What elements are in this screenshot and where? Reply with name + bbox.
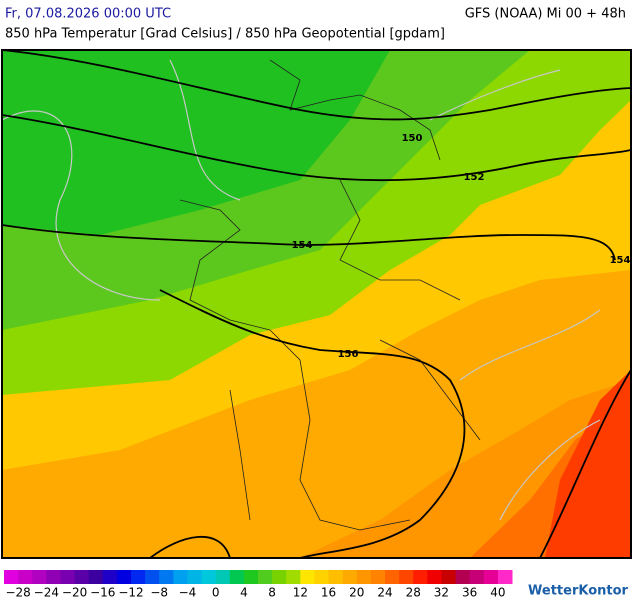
contour-label: 154 — [292, 240, 313, 251]
contour-label: 152 — [464, 172, 485, 183]
colorbar-label: 16 — [321, 586, 336, 600]
colorbar-swatch — [258, 570, 273, 584]
colorbar-label: 40 — [490, 586, 505, 600]
colorbar-label: 32 — [434, 586, 449, 600]
colorbar-label: 20 — [349, 586, 364, 600]
colorbar-swatch — [74, 570, 90, 584]
logo: WetterKontor — [528, 584, 629, 599]
map-frame — [1, 49, 632, 559]
colorbar-swatch — [46, 570, 61, 584]
colorbar-swatch — [399, 570, 414, 584]
colorbar-label: 0 — [212, 586, 220, 600]
colorbar-swatch — [441, 570, 457, 584]
datetime: Fr, 07.08.2026 00:00 UTC — [5, 7, 171, 22]
colorbar-swatch — [385, 570, 400, 584]
colorbar-swatch — [145, 570, 160, 584]
colorbar-swatch — [102, 570, 118, 584]
colorbar-swatch — [497, 570, 513, 584]
colorbar-label: 36 — [462, 586, 477, 600]
colorbar-swatch — [356, 570, 372, 584]
colorbar-label: 12 — [293, 586, 308, 600]
colorbar-swatch — [229, 570, 245, 584]
colorbar-swatch — [4, 570, 19, 584]
colorbar-swatch — [328, 570, 344, 584]
contour-label: 154 — [610, 255, 631, 266]
subtitle: 850 hPa Temperatur [Grad Celsius] / 850 … — [5, 27, 445, 42]
colorbar-swatch — [131, 570, 146, 584]
colorbar-swatch — [215, 570, 231, 584]
colorbar-label: −16 — [90, 586, 115, 600]
colorbar-swatch — [159, 570, 174, 584]
colorbar-swatch — [116, 570, 132, 584]
model-run: GFS (NOAA) Mi 00 + 48h — [465, 7, 626, 22]
colorbar-swatch — [455, 570, 471, 584]
colorbar-swatch — [187, 570, 203, 584]
colorbar-swatch — [300, 570, 315, 584]
colorbar-swatch — [60, 570, 76, 584]
colorbar-label: −20 — [62, 586, 87, 600]
colorbar-label: −24 — [34, 586, 59, 600]
colorbar-label: 28 — [406, 586, 421, 600]
contour-label: 156 — [338, 349, 359, 360]
colorbar-swatch — [32, 570, 47, 584]
colorbar-swatch — [483, 570, 499, 584]
colorbar-swatch — [370, 570, 386, 584]
colorbar-swatch — [342, 570, 358, 584]
colorbar-label: −4 — [179, 586, 197, 600]
colorbar-label: 24 — [377, 586, 392, 600]
colorbar-swatch — [427, 570, 442, 584]
map: 150 152 154 154 156 — [2, 50, 631, 558]
colorbar-swatch — [314, 570, 330, 584]
contour-label: 150 — [402, 133, 423, 144]
colorbar-swatch — [286, 570, 301, 584]
colorbar-label: 8 — [268, 586, 276, 600]
colorbar-swatch — [88, 570, 104, 584]
colorbar-swatch — [413, 570, 428, 584]
colorbar-swatch — [469, 570, 485, 584]
colorbar-swatch — [201, 570, 217, 584]
colorbar-label: 4 — [240, 586, 248, 600]
colorbar-swatch — [18, 570, 33, 584]
colorbar-label: −8 — [150, 586, 168, 600]
colorbar-label: −12 — [118, 586, 143, 600]
colorbar: −28 −24 −20 −16 −12 −8 −4 0 4 8 12 16 20 24 28 32 36 40 — [4, 570, 513, 600]
colorbar-swatch — [243, 570, 259, 584]
colorbar-swatch — [173, 570, 188, 584]
colorbar-swatch — [272, 570, 287, 584]
colorbar-label: −28 — [5, 586, 30, 600]
